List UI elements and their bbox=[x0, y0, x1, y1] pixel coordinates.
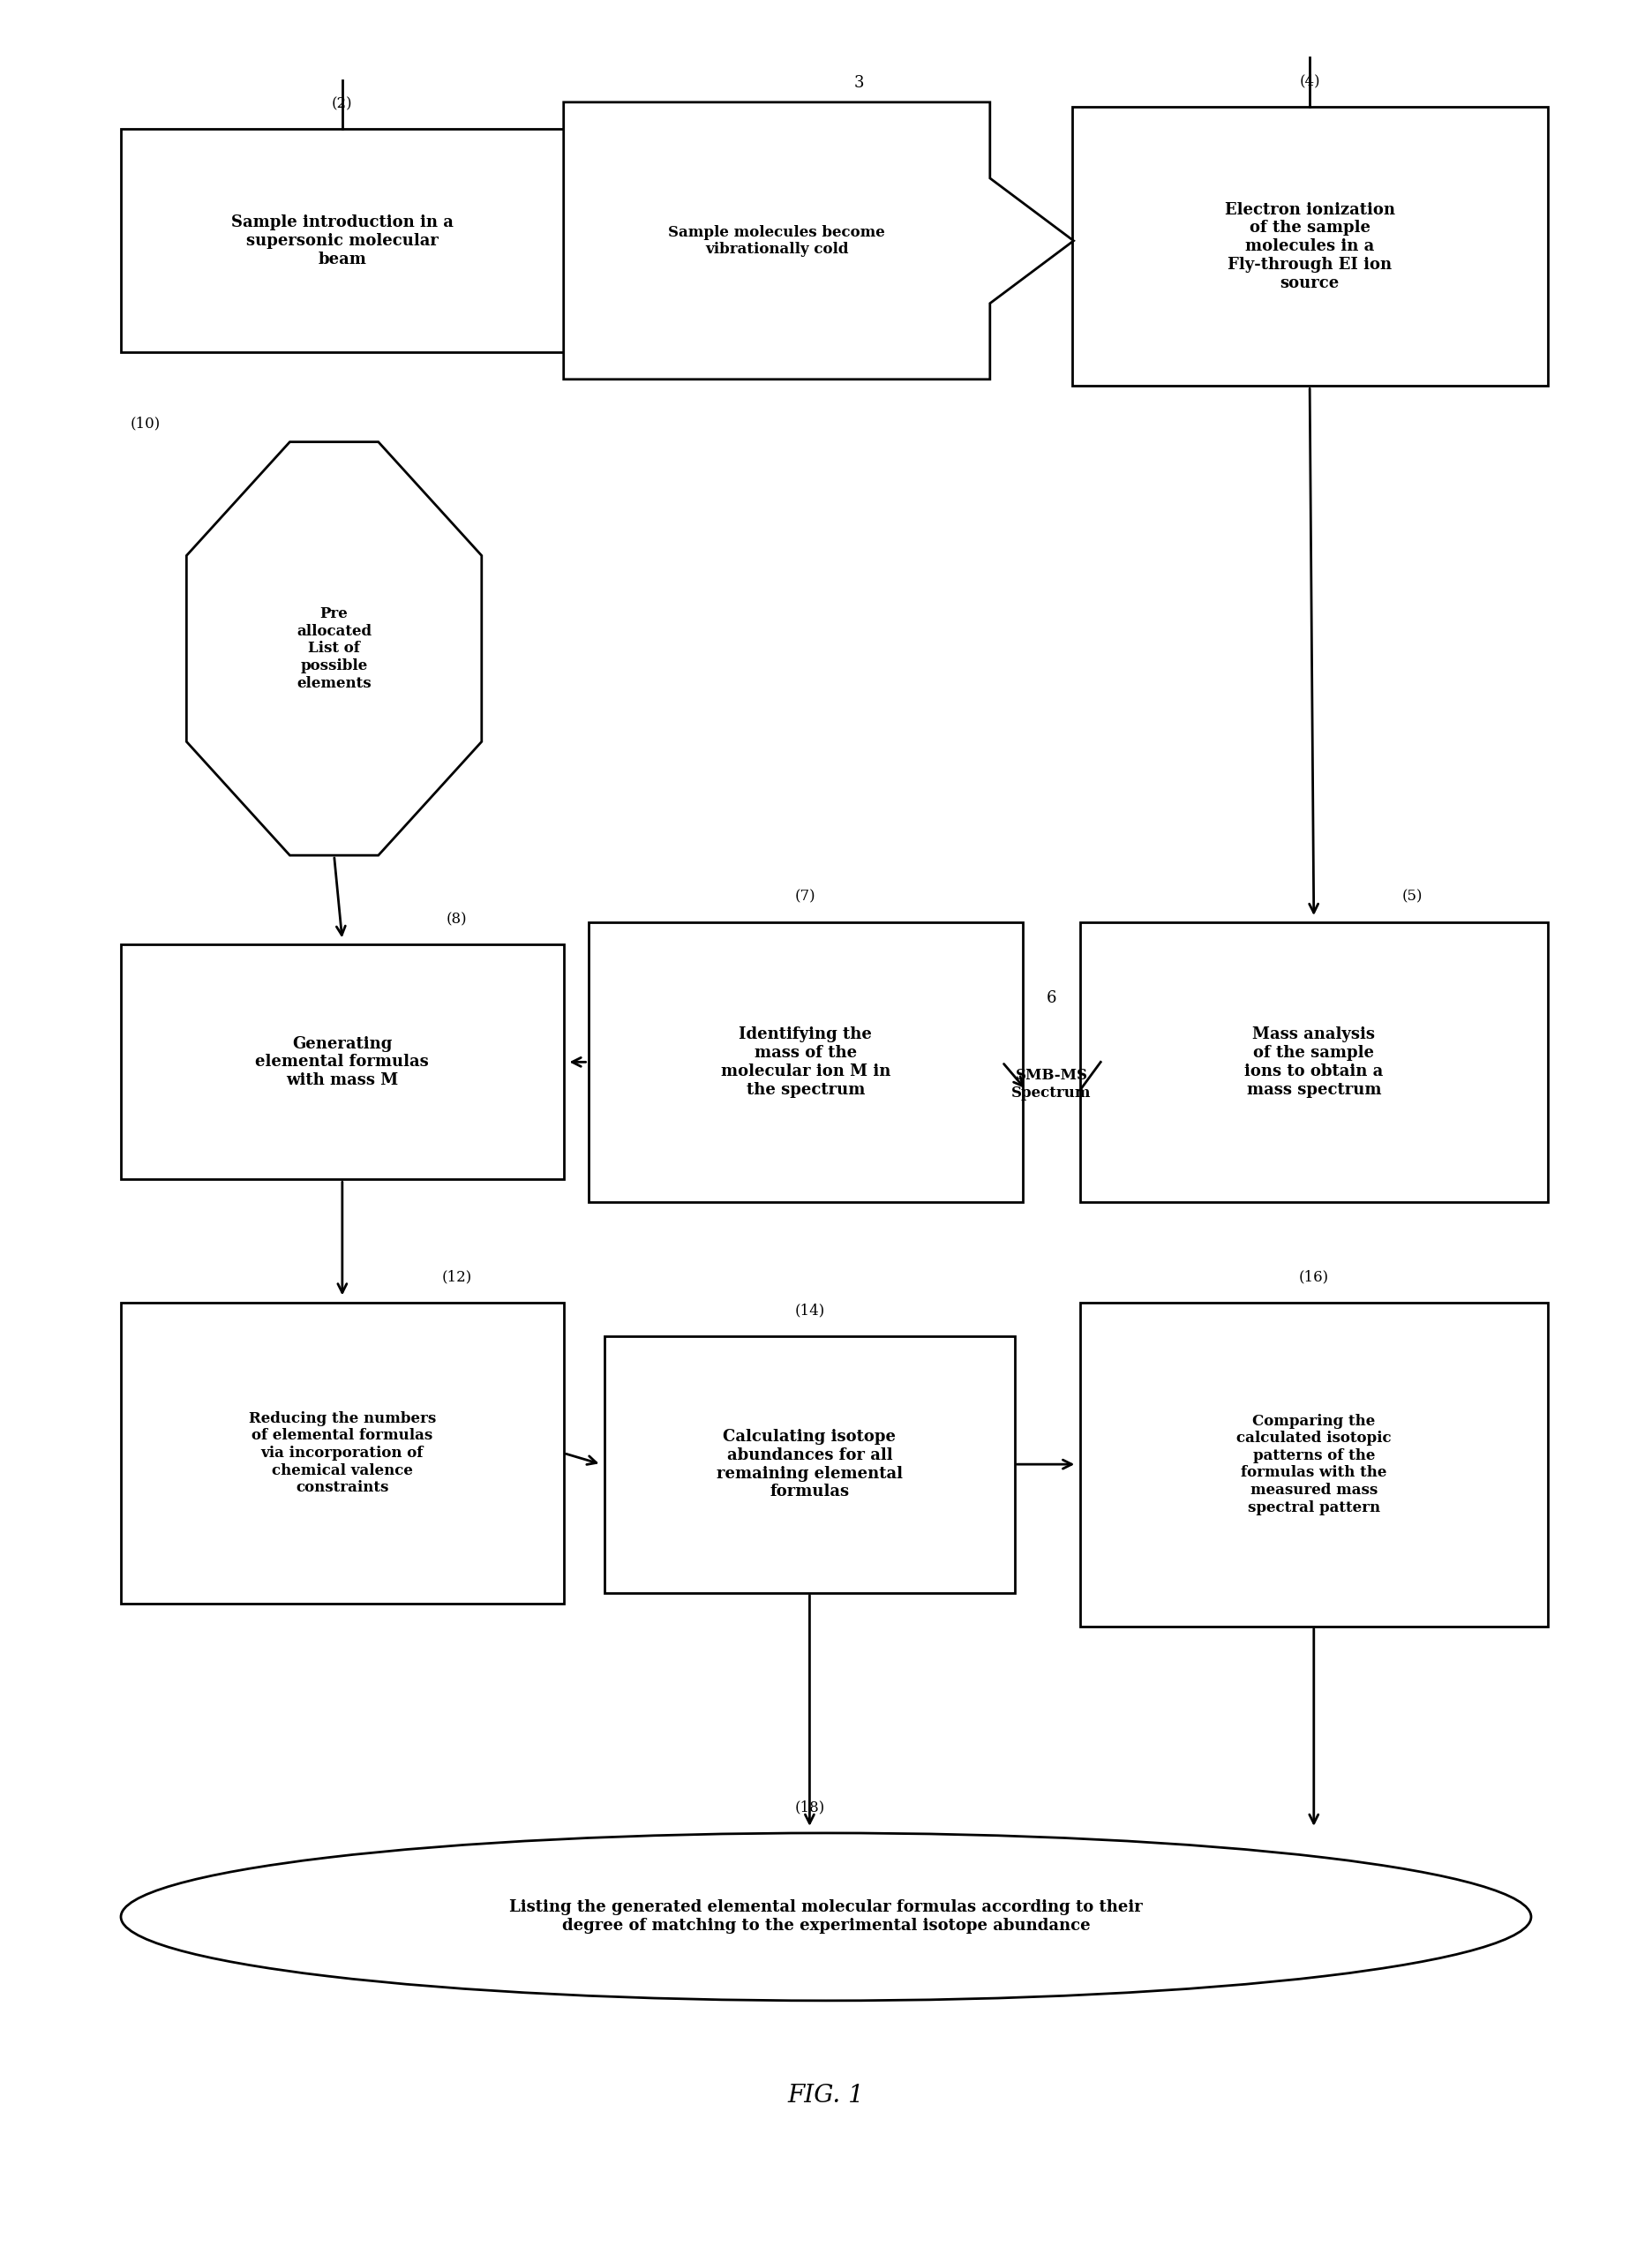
Text: (4): (4) bbox=[1300, 74, 1320, 90]
FancyBboxPatch shape bbox=[1072, 106, 1548, 386]
Ellipse shape bbox=[121, 1834, 1531, 2000]
FancyBboxPatch shape bbox=[121, 128, 563, 353]
Text: Mass analysis
of the sample
ions to obtain a
mass spectrum: Mass analysis of the sample ions to obta… bbox=[1244, 1027, 1383, 1097]
Text: Electron ionization
of the sample
molecules in a
Fly-through EI ion
source: Electron ionization of the sample molecu… bbox=[1224, 202, 1394, 292]
Text: 3: 3 bbox=[854, 74, 864, 92]
Text: Sample molecules become
vibrationally cold: Sample molecules become vibrationally co… bbox=[669, 225, 885, 256]
FancyBboxPatch shape bbox=[1080, 921, 1548, 1202]
Text: Calculating isotope
abundances for all
remaining elemental
formulas: Calculating isotope abundances for all r… bbox=[717, 1429, 902, 1499]
Text: (2): (2) bbox=[332, 97, 352, 110]
Text: Reducing the numbers
of elemental formulas
via incorporation of
chemical valence: Reducing the numbers of elemental formul… bbox=[248, 1411, 436, 1494]
FancyBboxPatch shape bbox=[588, 921, 1023, 1202]
Text: (10): (10) bbox=[131, 416, 160, 431]
Text: (18): (18) bbox=[795, 1800, 824, 1816]
Text: 6: 6 bbox=[1046, 991, 1057, 1007]
Text: (12): (12) bbox=[443, 1270, 472, 1285]
Text: Pre
allocated
List of
possible
elements: Pre allocated List of possible elements bbox=[296, 607, 372, 690]
Text: Generating
elemental formulas
with mass M: Generating elemental formulas with mass … bbox=[256, 1036, 430, 1088]
Polygon shape bbox=[187, 443, 482, 856]
FancyBboxPatch shape bbox=[1080, 1303, 1548, 1627]
Text: (16): (16) bbox=[1298, 1270, 1328, 1285]
Text: FIG. 1: FIG. 1 bbox=[788, 2083, 864, 2108]
Text: (5): (5) bbox=[1403, 890, 1422, 906]
Text: (14): (14) bbox=[795, 1303, 824, 1319]
FancyBboxPatch shape bbox=[121, 1303, 563, 1604]
Text: Sample introduction in a
supersonic molecular
beam: Sample introduction in a supersonic mole… bbox=[231, 213, 453, 267]
Text: Listing the generated elemental molecular formulas according to their
degree of : Listing the generated elemental molecula… bbox=[509, 1899, 1143, 1935]
Text: Comparing the
calculated isotopic
patterns of the
formulas with the
measured mas: Comparing the calculated isotopic patter… bbox=[1236, 1413, 1391, 1514]
Polygon shape bbox=[563, 101, 1074, 380]
Text: (8): (8) bbox=[446, 912, 468, 926]
Text: (7): (7) bbox=[795, 890, 816, 906]
FancyBboxPatch shape bbox=[121, 944, 563, 1180]
Text: SMB-MS
Spectrum: SMB-MS Spectrum bbox=[1011, 1067, 1092, 1101]
Text: Identifying the
mass of the
molecular ion M in
the spectrum: Identifying the mass of the molecular io… bbox=[720, 1027, 890, 1097]
FancyBboxPatch shape bbox=[605, 1335, 1014, 1593]
